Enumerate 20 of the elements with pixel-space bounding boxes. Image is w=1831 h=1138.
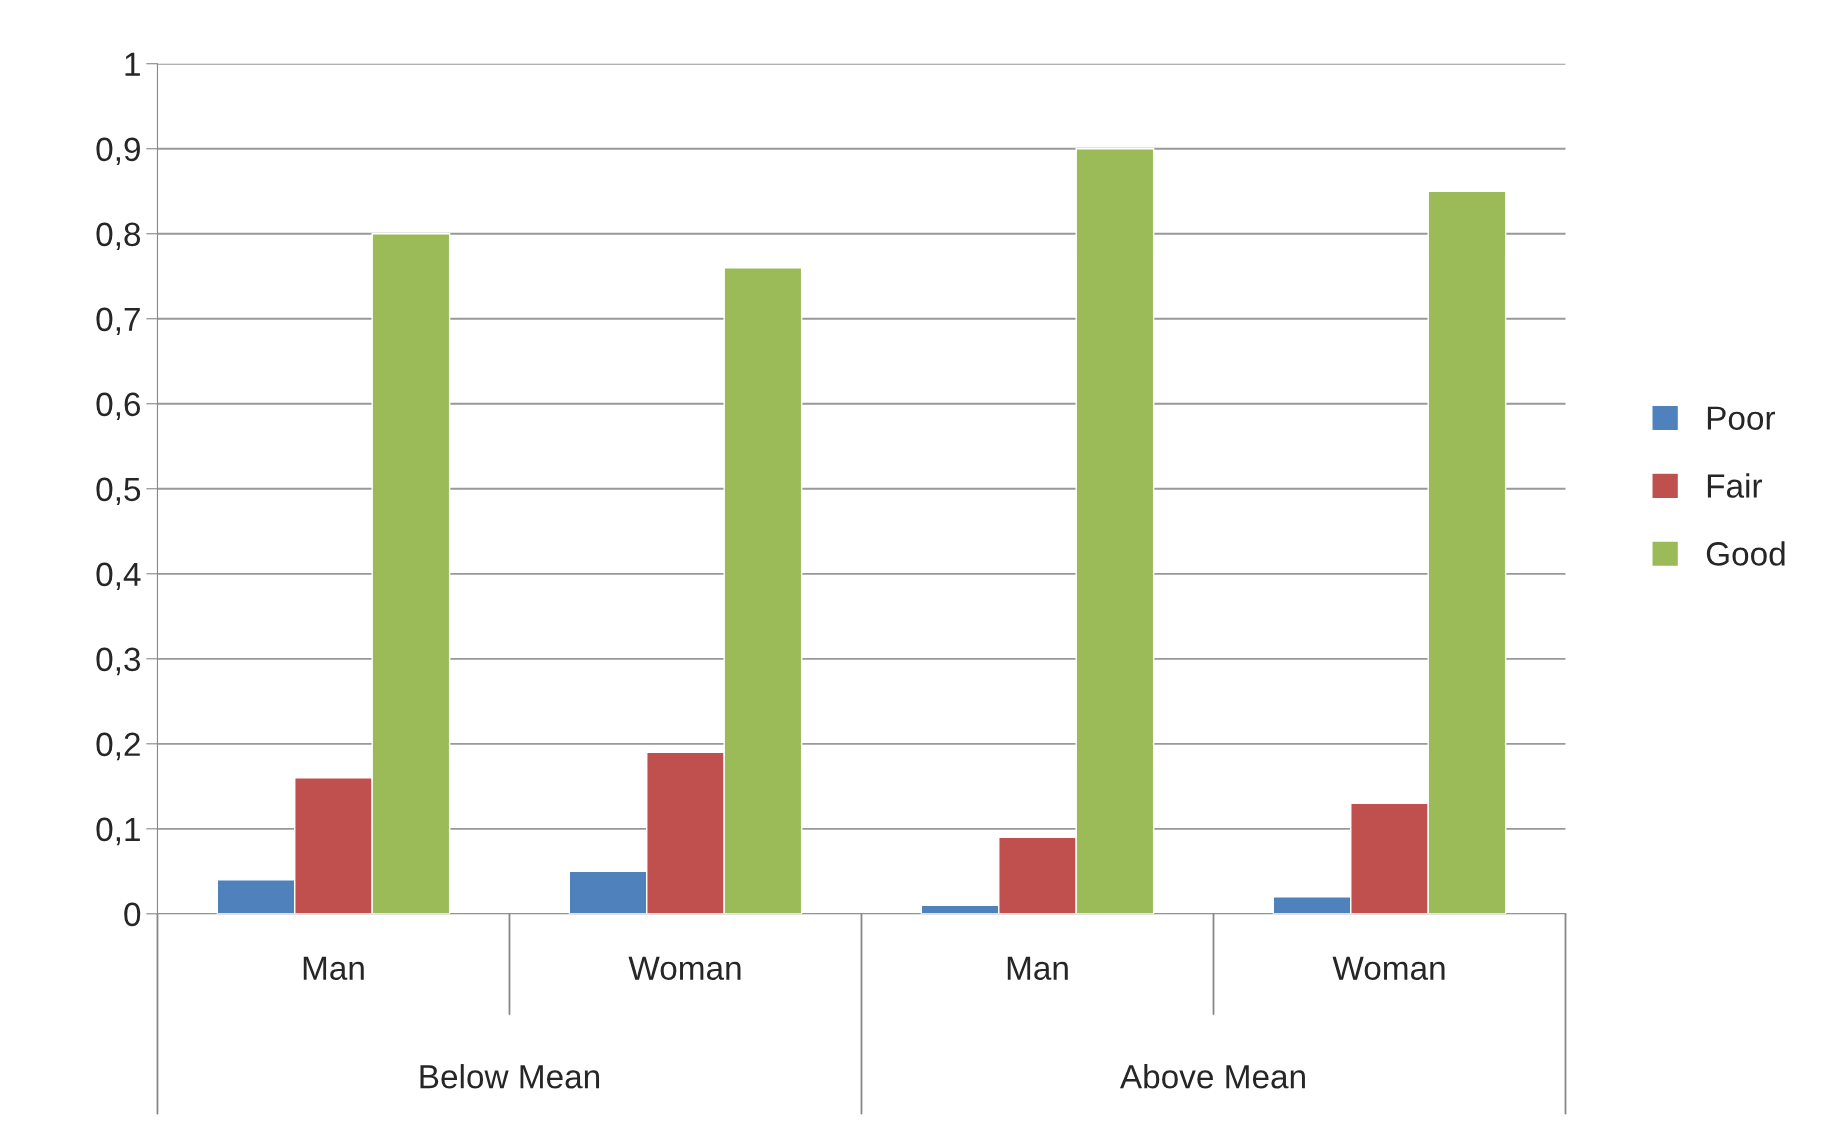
- y-tick-label: 1: [125, 52, 140, 76]
- x-tick-label: Man: [303, 956, 364, 980]
- y-tick-label: 0,9: [96, 137, 140, 166]
- y-tick-label: 0,6: [96, 392, 141, 421]
- y-tick-label: 0,7: [96, 307, 140, 336]
- y-tick-label: 0,5: [96, 477, 141, 506]
- text: Below Mean: [420, 1064, 600, 1089]
- legend-label: Fair: [1707, 473, 1763, 498]
- y-tick-label: 0,2: [96, 732, 140, 761]
- y-tick-label: 0,4: [96, 562, 141, 591]
- x-tick-label: Woman: [628, 956, 741, 980]
- legend-label: Good: [1706, 541, 1785, 566]
- y-tick-label: 0,8: [96, 222, 141, 251]
- x-tick-label: Man: [1007, 956, 1068, 980]
- legend-label: Poor: [1707, 406, 1776, 430]
- y-tick-label: 0: [124, 902, 141, 927]
- y-tick-label: 0,1: [96, 817, 140, 846]
- x-tick-label: Woman: [1332, 956, 1445, 980]
- text: Above Mean: [1119, 1064, 1305, 1089]
- y-tick-label: 0,3: [96, 647, 141, 676]
